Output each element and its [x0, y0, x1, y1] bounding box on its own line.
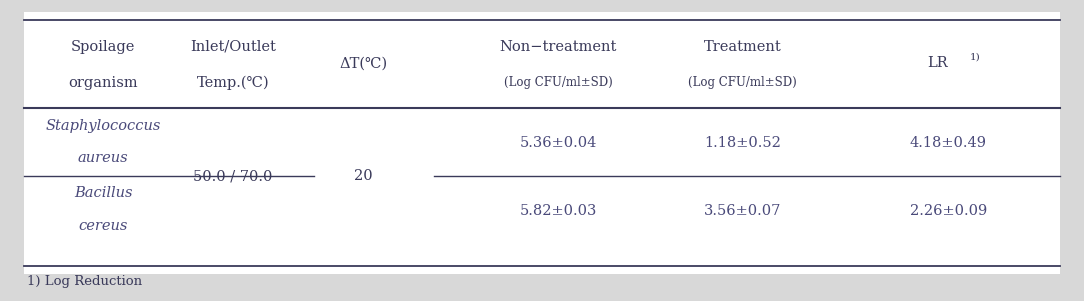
- Text: LR: LR: [927, 56, 948, 70]
- Text: ΔT(℃): ΔT(℃): [339, 56, 387, 70]
- Text: 1): 1): [970, 53, 981, 62]
- Text: organism: organism: [68, 76, 138, 90]
- Text: 5.82±0.03: 5.82±0.03: [519, 204, 597, 218]
- Text: Spoilage: Spoilage: [70, 40, 136, 54]
- Text: Inlet/Outlet: Inlet/Outlet: [190, 40, 276, 54]
- Text: 20: 20: [353, 169, 373, 183]
- Text: 4.18±0.49: 4.18±0.49: [909, 136, 988, 150]
- FancyBboxPatch shape: [24, 12, 1060, 274]
- Text: (Log CFU/ml±SD): (Log CFU/ml±SD): [688, 76, 797, 89]
- Text: Treatment: Treatment: [704, 40, 782, 54]
- Text: 5.36±0.04: 5.36±0.04: [519, 136, 597, 150]
- Text: Staphylococcus: Staphylococcus: [46, 119, 160, 133]
- Text: aureus: aureus: [78, 151, 128, 165]
- Text: (Log CFU/ml±SD): (Log CFU/ml±SD): [504, 76, 612, 89]
- Text: 2.26±0.09: 2.26±0.09: [909, 204, 988, 218]
- Text: Bacillus: Bacillus: [74, 186, 132, 200]
- Text: 50.0 / 70.0: 50.0 / 70.0: [193, 169, 273, 183]
- Text: Temp.(℃): Temp.(℃): [197, 76, 269, 90]
- Text: 1.18±0.52: 1.18±0.52: [705, 136, 780, 150]
- Text: Non−treatment: Non−treatment: [500, 40, 617, 54]
- Text: 1) Log Reduction: 1) Log Reduction: [27, 275, 142, 288]
- Text: cereus: cereus: [78, 219, 128, 233]
- Text: 3.56±0.07: 3.56±0.07: [704, 204, 782, 218]
